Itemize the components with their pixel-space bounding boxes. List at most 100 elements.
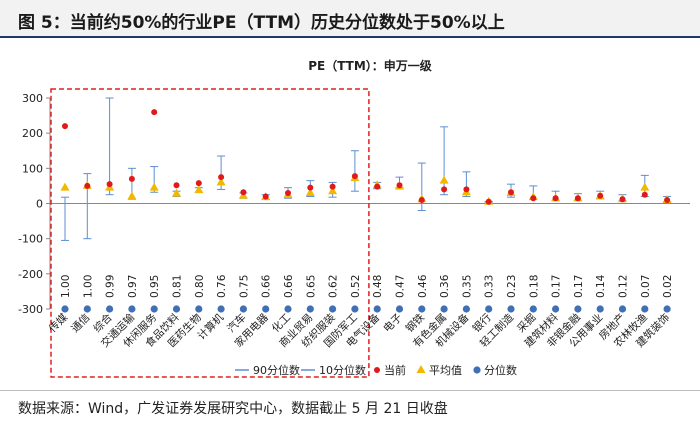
percentile-marker (329, 305, 337, 313)
percentile-marker (552, 305, 560, 313)
y-tick-label: 100 (22, 162, 43, 175)
percentile-label: 0.36 (439, 274, 451, 298)
percentile-marker (395, 305, 404, 313)
current-marker (641, 191, 648, 198)
y-tick-label: 300 (22, 92, 43, 105)
percentile-marker (306, 305, 314, 313)
percentile-label: 0.33 (484, 275, 496, 298)
percentile-marker (485, 305, 493, 313)
percentile-label: 0.17 (551, 275, 563, 298)
percentile-label: 0.12 (618, 275, 630, 298)
percentile-label: 0.52 (350, 275, 362, 298)
legend-average-label: 平均值 (429, 364, 462, 377)
percentile-label: 0.75 (238, 275, 250, 298)
percentile-marker (150, 305, 158, 313)
percentile-marker (373, 305, 381, 313)
percentile-marker (61, 305, 69, 313)
percentile-marker (529, 305, 537, 313)
legend-current-label: 当前 (384, 363, 406, 377)
percentile-marker (663, 305, 671, 313)
percentile-marker (418, 305, 426, 313)
current-marker (574, 195, 581, 202)
current-marker (441, 186, 448, 193)
percentile-label: 1.00 (82, 275, 94, 298)
current-marker (173, 182, 180, 189)
category-label: 传媒 (46, 311, 70, 335)
y-tick-label: -300 (18, 303, 43, 316)
current-marker (508, 189, 514, 196)
percentile-label: 0.95 (149, 275, 161, 298)
average-marker (305, 187, 315, 196)
percentile-marker (217, 305, 225, 313)
current-marker (128, 175, 135, 182)
percentile-marker (106, 305, 114, 313)
percentile-label: 0.76 (216, 274, 228, 298)
current-marker (195, 180, 202, 187)
percentile-marker (195, 305, 203, 313)
current-marker (218, 174, 225, 181)
figure-header: 图 5：当前约50%的行业PE（TTM）历史分位数处于50%以上 (0, 0, 700, 38)
current-marker (351, 173, 358, 180)
legend-average-swatch (416, 365, 426, 373)
average-marker (149, 182, 159, 191)
percentile-marker (284, 305, 292, 313)
percentile-marker (351, 305, 359, 313)
percentile-marker (83, 305, 91, 313)
current-marker (262, 193, 269, 200)
percentile-marker (641, 305, 649, 313)
current-marker (485, 198, 492, 205)
percentile-label: 0.80 (194, 275, 206, 298)
current-marker (62, 123, 68, 130)
legend-p90-label: 90分位数 (253, 363, 300, 377)
percentile-label: 0.81 (172, 275, 184, 298)
category-label: 通信 (69, 312, 92, 335)
footer-divider (0, 390, 700, 391)
average-marker (60, 182, 70, 191)
current-marker (552, 195, 559, 202)
percentile-marker (618, 305, 627, 313)
percentile-marker (596, 305, 604, 313)
current-marker (106, 181, 113, 188)
current-marker (597, 192, 604, 199)
category-label: 计算机 (195, 311, 227, 343)
percentile-marker (462, 305, 470, 313)
percentile-label: 0.02 (662, 275, 674, 298)
percentile-marker (574, 305, 582, 313)
percentile-label: 0.48 (372, 275, 384, 298)
percentile-label: 0.17 (573, 275, 585, 298)
legend-current-swatch (374, 367, 380, 373)
current-marker (619, 196, 626, 203)
percentile-marker (128, 305, 136, 313)
current-marker (374, 183, 381, 190)
percentile-label: 0.97 (127, 275, 139, 298)
y-tick-label: -200 (18, 268, 43, 281)
category-label: 电子 (381, 311, 405, 335)
chart-title: PE（TTM）：申万一级 (308, 58, 432, 73)
average-marker (194, 185, 204, 194)
percentile-label: 0.35 (461, 275, 473, 298)
percentile-label: 0.66 (283, 274, 295, 298)
current-marker (240, 189, 247, 196)
y-tick-label: 200 (22, 127, 43, 140)
percentile-marker (262, 305, 270, 313)
current-marker (285, 189, 291, 196)
average-marker (439, 175, 449, 184)
percentile-label: 0.99 (105, 275, 117, 298)
percentile-label: 0.23 (506, 275, 518, 298)
legend-p10-label: 10分位数 (319, 363, 366, 377)
percentile-label: 0.47 (395, 275, 407, 298)
current-marker (151, 109, 158, 116)
legend-percentile-label: 分位数 (484, 363, 517, 377)
current-marker (530, 195, 537, 202)
percentile-label: 0.46 (417, 274, 429, 298)
percentile-label: 0.65 (305, 275, 317, 298)
percentile-marker (507, 305, 515, 313)
figure-title: 图 5：当前约50%的行业PE（TTM）历史分位数处于50%以上 (18, 13, 505, 33)
average-marker (640, 182, 650, 191)
current-marker (396, 182, 403, 189)
current-marker (463, 186, 470, 193)
percentile-label: 0.14 (595, 274, 607, 298)
average-marker (172, 188, 181, 197)
average-marker (127, 191, 137, 200)
source-note: 数据来源：Wind，广发证券发展研究中心，数据截止 5 月 21 日收盘 (18, 401, 448, 417)
